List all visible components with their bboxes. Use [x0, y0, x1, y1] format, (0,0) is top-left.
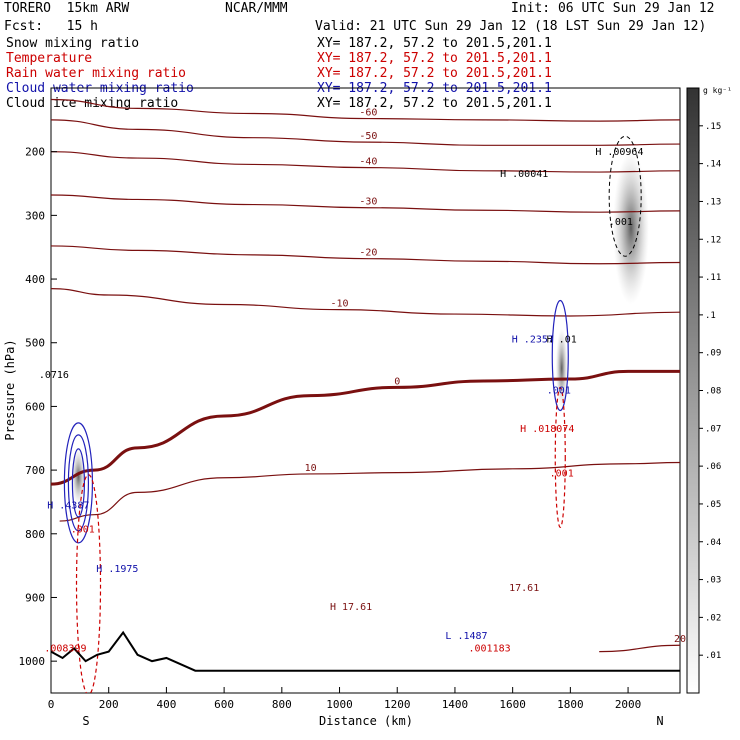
temperature-contour [51, 98, 680, 122]
extremum-label: .001 [71, 525, 95, 536]
contour-label: 20 [674, 634, 686, 645]
y-tick-label: 900 [25, 591, 45, 604]
cloud-water-contour [551, 299, 569, 412]
south-label: S [82, 714, 89, 728]
extremum-label: L .1487 [445, 631, 487, 642]
colorbar-tick-label: .09 [705, 349, 721, 359]
y-tick-label: 700 [25, 464, 45, 477]
terrain-line [51, 630, 680, 672]
y-tick-label: 200 [25, 146, 45, 159]
temperature-contour [59, 461, 680, 522]
temperature-contour [599, 644, 680, 653]
contour-label: -50 [359, 131, 377, 142]
extremum-label: H .1975 [96, 564, 138, 575]
init-time: Init: 06 UTC Sun 29 Jan 12 [511, 1, 715, 16]
rain-water-contour [75, 474, 102, 693]
north-label: N [656, 714, 663, 728]
y-tick-label: 300 [25, 209, 45, 222]
contour-label: -60 [359, 108, 377, 119]
extremum-label: 17.61 [509, 583, 539, 594]
colorbar-tick-label: .14 [705, 160, 721, 170]
contour-label: 10 [305, 463, 317, 474]
colorbar-tick-label: .02 [705, 613, 721, 623]
ice-core-shading [555, 328, 568, 409]
x-tick-label: 600 [214, 698, 234, 711]
forecast-hour: Fcst: 15 h [4, 19, 98, 34]
x-tick-label: 0 [48, 698, 55, 711]
x-tick-label: 400 [156, 698, 176, 711]
field-name: Snow mixing ratio [6, 36, 140, 51]
extremum-label: H .01 [547, 335, 577, 346]
colorbar-tick-label: .12 [705, 235, 721, 245]
x-tick-label: 1800 [557, 698, 584, 711]
extremum-label: H 17.61 [330, 602, 372, 613]
snow-contour [608, 135, 642, 257]
temperature-contour [51, 288, 680, 317]
x-tick-label: 1000 [326, 698, 353, 711]
cloud-water-contour [67, 434, 90, 532]
y-tick-label: 500 [25, 337, 45, 350]
center-title: NCAR/MMM [225, 1, 288, 16]
valid-time: Valid: 21 UTC Sun 29 Jan 12 (18 LST Sun … [315, 19, 707, 34]
x-axis-label: Distance (km) [319, 714, 413, 728]
temperature-contour [51, 119, 680, 146]
x-tick-label: 1600 [499, 698, 526, 711]
extremum-label: .001183 [468, 644, 510, 655]
temperature-contour [51, 369, 680, 486]
field-xy: XY= 187.2, 57.2 to 201.5,201.1 [317, 36, 552, 51]
y-axis-label: Pressure (hPa) [3, 339, 17, 440]
extremum-label: .008399 [44, 644, 86, 655]
field-xy: XY= 187.2, 57.2 to 201.5,201.1 [317, 66, 552, 81]
colorbar-tick-label: .06 [705, 462, 721, 472]
y-tick-label: 400 [25, 273, 45, 286]
extremum-label: .001 [550, 468, 574, 479]
colorbar-tick-label: .03 [705, 576, 721, 586]
colorbar-tick-label: .05 [705, 500, 721, 510]
temperature-contour [51, 194, 680, 213]
contour-label: -30 [359, 197, 377, 208]
extremum-label: .001 [609, 217, 633, 228]
colorbar-tick-label: .15 [705, 122, 721, 132]
y-tick-label: 800 [25, 528, 45, 541]
colorbar-units: g kg⁻¹ [703, 86, 732, 95]
colorbar-tick-label: .11 [705, 273, 721, 283]
temperature-contour [51, 151, 680, 173]
x-tick-label: 1200 [384, 698, 411, 711]
extremum-label: H .018074 [520, 424, 574, 435]
model-title: TORERO 15km ARW [4, 1, 130, 16]
temperature-contour [51, 245, 680, 265]
x-tick-label: 1400 [442, 698, 469, 711]
ice-core-shading [612, 151, 649, 305]
rain-water-contour [554, 386, 566, 528]
contour-label: 0 [394, 376, 400, 387]
colorbar-tick-label: .04 [705, 538, 721, 548]
extremum-label: H .4387 [47, 500, 89, 511]
x-tick-label: 800 [272, 698, 292, 711]
y-tick-label: 1000 [19, 655, 46, 668]
contour-label: -40 [359, 157, 377, 168]
x-tick-label: 2000 [615, 698, 642, 711]
extremum-label: H .00964 [595, 147, 643, 158]
extremum-label: .0716 [39, 370, 69, 381]
field-name: Rain water mixing ratio [6, 66, 187, 81]
field-xy: XY= 187.2, 57.2 to 201.5,201.1 [317, 51, 552, 66]
extremum-label: H .00041 [500, 169, 548, 180]
plot-frame [50, 87, 681, 694]
field-xy: XY= 187.2, 57.2 to 201.5,201.1 [317, 96, 552, 111]
x-tick-label: 200 [99, 698, 119, 711]
cloud-water-contour [71, 448, 86, 518]
extremum-label: H .2357 [512, 335, 554, 346]
contour-label: -20 [359, 248, 377, 259]
field-name: Temperature [6, 51, 93, 66]
colorbar-tick-label: .13 [705, 197, 721, 207]
y-tick-label: 600 [25, 400, 45, 413]
extremum-label: .001 [547, 386, 571, 397]
colorbar-gradient [686, 87, 700, 694]
colorbar-tick-label: .08 [705, 387, 721, 397]
colorbar-tick-label: .07 [705, 424, 721, 434]
contour-label: -10 [331, 299, 349, 310]
colorbar-tick-label: .01 [705, 651, 721, 661]
colorbar-tick-label: .1 [705, 311, 716, 321]
